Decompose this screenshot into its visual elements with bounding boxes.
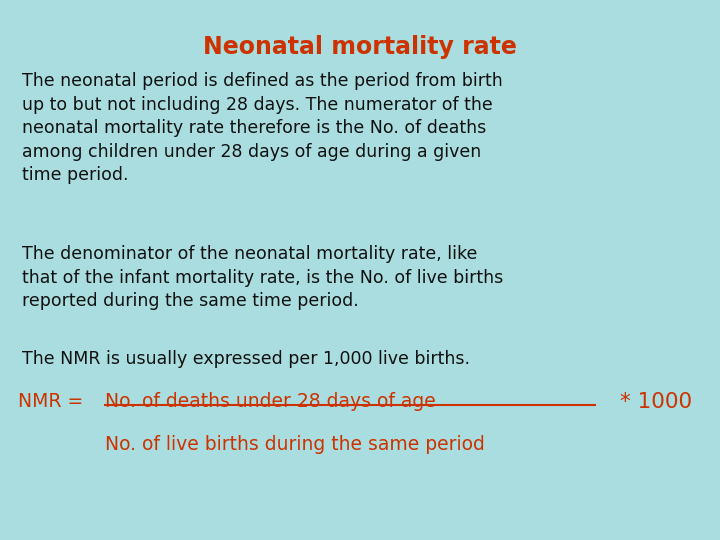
Text: Neonatal mortality rate: Neonatal mortality rate	[203, 35, 517, 59]
Text: The neonatal period is defined as the period from birth
up to but not including : The neonatal period is defined as the pe…	[22, 72, 503, 184]
Text: NMR =: NMR =	[18, 392, 89, 411]
Text: The denominator of the neonatal mortality rate, like
that of the infant mortalit: The denominator of the neonatal mortalit…	[22, 245, 503, 310]
Text: * 1000: * 1000	[620, 392, 692, 412]
Text: No. of deaths under 28 days of age: No. of deaths under 28 days of age	[105, 392, 436, 411]
Text: No. of live births during the same period: No. of live births during the same perio…	[105, 435, 485, 454]
Text: The NMR is usually expressed per 1,000 live births.: The NMR is usually expressed per 1,000 l…	[22, 350, 470, 368]
